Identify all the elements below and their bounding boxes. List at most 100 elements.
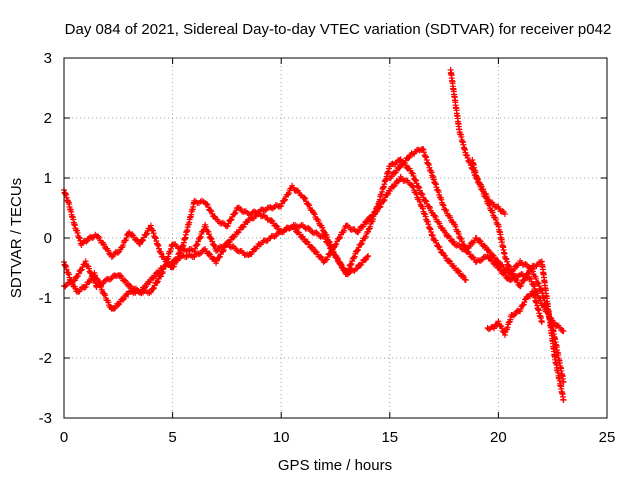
- series-track-f: [484, 288, 545, 338]
- data-point: [347, 261, 354, 268]
- data-point: [220, 247, 227, 254]
- data-point: [150, 285, 157, 292]
- data-point: [446, 257, 453, 264]
- data-point: [216, 254, 223, 261]
- data-point: [338, 262, 345, 269]
- data-point: [351, 254, 358, 261]
- data-point: [512, 276, 519, 283]
- data-points: [61, 67, 567, 403]
- data-point: [464, 154, 471, 161]
- series-track-b: [61, 173, 469, 312]
- data-point: [120, 242, 127, 249]
- data-point: [410, 172, 417, 179]
- data-point: [396, 164, 403, 171]
- data-point: [70, 278, 77, 285]
- data-point: [129, 231, 136, 238]
- data-point: [100, 241, 107, 248]
- data-point: [358, 240, 365, 247]
- data-point: [454, 267, 461, 274]
- data-point: [364, 253, 371, 260]
- data-point: [305, 201, 312, 208]
- data-point: [560, 328, 567, 334]
- data-point: [89, 234, 96, 241]
- data-point: [207, 207, 214, 214]
- data-point: [337, 234, 344, 241]
- data-point: [114, 249, 121, 256]
- data-point: [146, 279, 153, 286]
- data-point: [494, 257, 501, 264]
- data-point: [450, 238, 457, 245]
- data-point: [194, 241, 201, 248]
- data-point: [538, 319, 545, 325]
- data-point: [435, 243, 442, 250]
- series-track-c: [61, 156, 567, 385]
- data-point: [123, 234, 130, 241]
- data-point: [537, 297, 544, 304]
- data-point: [460, 242, 467, 249]
- data-point: [358, 241, 365, 248]
- data-point: [232, 209, 239, 216]
- data-point: [422, 197, 429, 204]
- data-point: [117, 272, 124, 279]
- data-point: [458, 238, 465, 245]
- data-point: [274, 202, 281, 209]
- data-point: [560, 379, 567, 385]
- data-point: [365, 253, 372, 259]
- data-point: [89, 272, 96, 279]
- data-point: [328, 245, 335, 252]
- x-axis-label: GPS time / hours: [278, 457, 392, 474]
- data-point: [344, 268, 351, 275]
- data-point: [405, 154, 412, 161]
- data-point: [533, 275, 540, 282]
- data-point: [527, 275, 534, 282]
- data-point: [455, 230, 462, 237]
- y-axis-label: SDTVAR / TECUs: [8, 178, 25, 298]
- y-tick-label: -3: [39, 410, 52, 427]
- data-point: [144, 230, 151, 237]
- x-tick-label: 15: [381, 429, 398, 446]
- data-point: [311, 211, 318, 218]
- data-point: [312, 248, 319, 255]
- data-point: [442, 206, 449, 213]
- data-point: [510, 312, 517, 319]
- data-point: [220, 248, 227, 255]
- data-point: [310, 210, 317, 217]
- data-point: [415, 183, 422, 190]
- data-point: [536, 283, 543, 290]
- data-point: [480, 186, 487, 193]
- data-point: [208, 208, 215, 215]
- data-point: [83, 238, 90, 245]
- data-point: [105, 299, 112, 306]
- data-point: [108, 253, 115, 260]
- data-point: [329, 246, 336, 253]
- data-point: [249, 215, 256, 222]
- data-point: [443, 207, 450, 214]
- data-point: [541, 304, 548, 311]
- data-point: [204, 228, 211, 235]
- data-point: [115, 301, 122, 308]
- data-point: [126, 281, 133, 288]
- data-point: [341, 227, 348, 234]
- data-point: [526, 275, 533, 282]
- data-point: [193, 242, 200, 249]
- data-point: [431, 212, 438, 219]
- data-point: [412, 176, 419, 183]
- data-point: [203, 200, 210, 207]
- data-point: [240, 208, 247, 215]
- series-track-a: [61, 182, 372, 278]
- data-point: [85, 265, 92, 272]
- x-tick-label: 25: [599, 429, 616, 446]
- data-point: [327, 250, 334, 257]
- data-point: [206, 250, 213, 257]
- data-point: [219, 219, 226, 226]
- data-point: [271, 233, 278, 240]
- y-tick-label: -2: [39, 350, 52, 367]
- data-point: [139, 237, 146, 244]
- data-point: [529, 268, 536, 275]
- data-point: [499, 325, 506, 332]
- data-point: [211, 241, 218, 248]
- data-point: [520, 302, 527, 309]
- data-point: [154, 279, 161, 286]
- data-point: [191, 245, 198, 252]
- data-point: [154, 278, 161, 285]
